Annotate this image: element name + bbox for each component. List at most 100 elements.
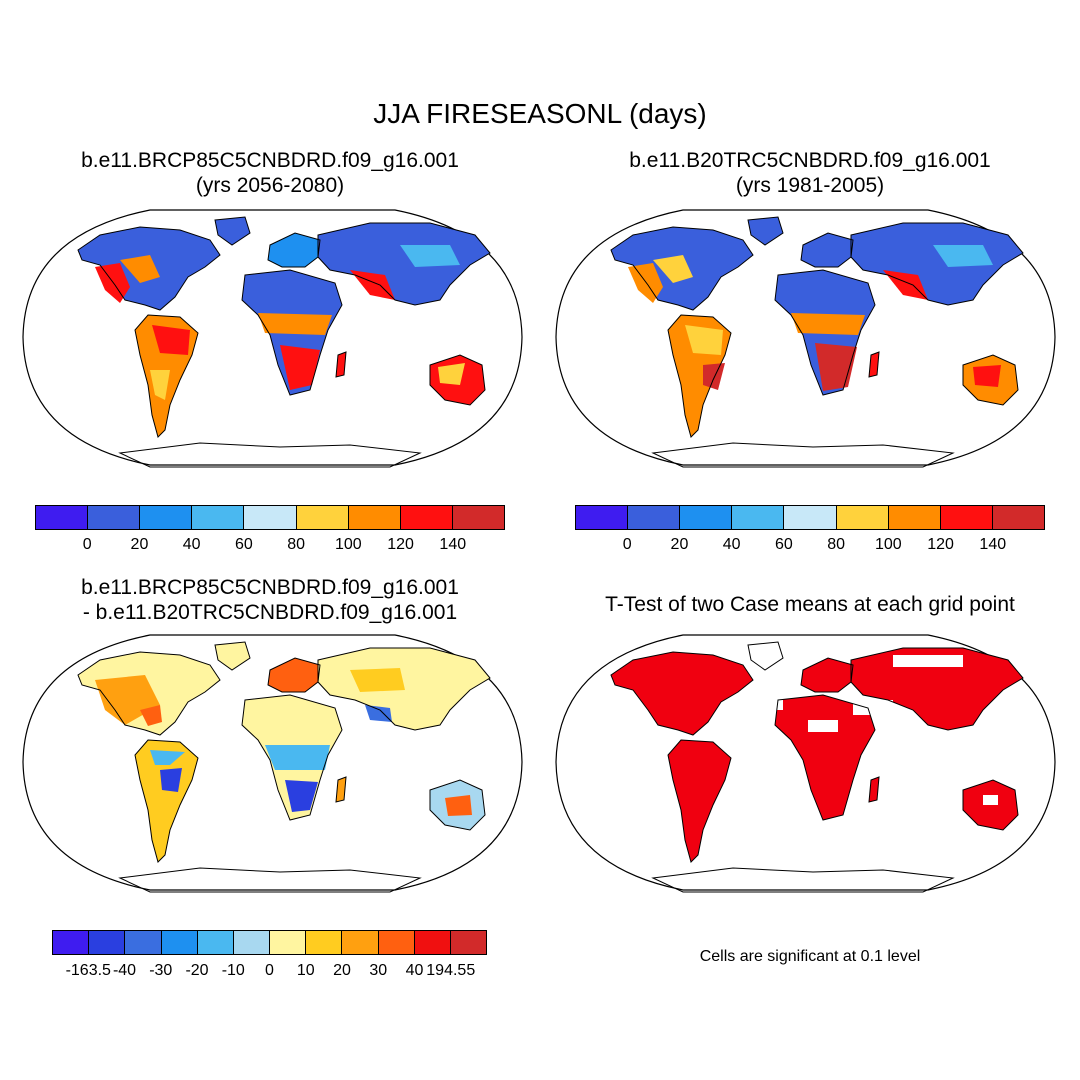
colorbar-swatch bbox=[306, 931, 343, 954]
colorbar-swatch bbox=[125, 931, 162, 954]
shaded-region bbox=[703, 363, 725, 390]
shaded-region bbox=[350, 668, 405, 692]
coastline bbox=[774, 694, 876, 821]
colorbar-tick-label: 120 bbox=[927, 536, 954, 553]
significance-note: Cells are significant at 0.1 level bbox=[699, 948, 921, 965]
panel-title-line1: T-Test of two Case means at each grid po… bbox=[605, 593, 1015, 616]
shaded-region bbox=[135, 740, 198, 862]
non-significant-region bbox=[753, 700, 783, 710]
panel-title-line2: - b.e11.B20TRC5CNBDRD.f09_g16.001 bbox=[82, 601, 458, 624]
panel-title-line1: b.e11.BRCP85C5CNBDRD.f09_g16.001 bbox=[81, 149, 459, 172]
colorbar-historical-labels: 0 20 40 60 80 100 120 140 bbox=[575, 536, 1045, 556]
colorbar-swatch bbox=[88, 506, 141, 529]
shaded-region bbox=[336, 352, 346, 377]
colorbar-tick-label: -10 bbox=[221, 962, 245, 979]
colorbar-tick-label: 40 bbox=[722, 536, 741, 553]
colorbar-swatch bbox=[680, 506, 733, 529]
colorbar-swatch bbox=[836, 506, 889, 529]
colorbar-swatch bbox=[233, 931, 271, 954]
significant-region bbox=[668, 740, 731, 862]
coastline bbox=[747, 641, 784, 671]
coastline bbox=[747, 216, 784, 246]
coastline bbox=[610, 651, 754, 736]
colorbar-swatch bbox=[197, 931, 234, 954]
shaded-region bbox=[851, 223, 1023, 305]
coastline bbox=[134, 314, 199, 438]
colorbar-tick-label: 140 bbox=[979, 536, 1007, 553]
colorbar-tick-label: 30 bbox=[369, 962, 388, 979]
shaded-region bbox=[285, 780, 318, 812]
shaded-region bbox=[365, 705, 392, 722]
colorbar-tick-label: -163.5 bbox=[65, 962, 111, 979]
colorbar-tick-label: 194.55 bbox=[426, 962, 476, 979]
colorbar-tick-label: 80 bbox=[287, 536, 306, 553]
colorbar-swatch bbox=[140, 506, 193, 529]
shaded-region bbox=[215, 642, 250, 670]
shaded-region bbox=[653, 255, 693, 283]
shaded-region bbox=[933, 245, 993, 267]
shaded-region bbox=[973, 365, 1001, 387]
colorbar-difference-labels: -163.5 -40 -30 -20 -10 0 10 20 30 40 194.55 bbox=[52, 962, 487, 982]
non-significant-region bbox=[983, 795, 998, 805]
shaded-region bbox=[160, 768, 182, 792]
shaded-region bbox=[150, 370, 170, 400]
coastline bbox=[667, 314, 732, 438]
shaded-region bbox=[748, 217, 783, 245]
shaded-region bbox=[215, 217, 250, 245]
shaded-region bbox=[318, 223, 490, 305]
coastline bbox=[850, 647, 1024, 731]
coastline bbox=[429, 354, 486, 406]
non-significant-region bbox=[808, 720, 838, 732]
colorbar-tick-label: -20 bbox=[185, 962, 209, 979]
coastline bbox=[774, 269, 876, 396]
non-significant-region bbox=[893, 655, 963, 667]
colorbar-historical bbox=[575, 505, 1045, 530]
coastline bbox=[610, 226, 754, 311]
colorbar-swatch bbox=[576, 506, 629, 529]
coastline bbox=[118, 442, 422, 468]
colorbar-swatch bbox=[888, 506, 941, 529]
colorbar-tick-label: 20 bbox=[130, 536, 149, 553]
significant-region bbox=[801, 658, 853, 692]
colorbar-swatch bbox=[348, 506, 401, 529]
colorbar-tick-label: 120 bbox=[387, 536, 414, 553]
coastline bbox=[335, 776, 347, 803]
significant-region bbox=[851, 648, 1023, 730]
colorbar-swatch bbox=[784, 506, 837, 529]
coastline bbox=[267, 657, 321, 693]
colorbar-swatch bbox=[161, 931, 198, 954]
shaded-region bbox=[400, 245, 460, 267]
colorbar-swatch bbox=[732, 506, 785, 529]
colorbar-swatch bbox=[53, 931, 90, 954]
coastline bbox=[651, 867, 955, 893]
coastline bbox=[850, 222, 1024, 306]
coastline bbox=[868, 776, 880, 803]
coastline bbox=[77, 651, 221, 736]
colorbar-swatch bbox=[414, 931, 451, 954]
coastline bbox=[267, 232, 321, 268]
shaded-region bbox=[152, 325, 190, 355]
colorbar-tick-label: 40 bbox=[182, 536, 201, 553]
coastline bbox=[651, 442, 955, 468]
colorbar-tick-label: 0 bbox=[265, 962, 274, 979]
panel-title-difference: b.e11.BRCP85C5CNBDRD.f09_g16.001 - b.e11… bbox=[20, 575, 520, 625]
shaded-region bbox=[628, 263, 663, 303]
colorbar-difference bbox=[52, 930, 487, 955]
shaded-region bbox=[336, 777, 346, 802]
coastline bbox=[118, 867, 422, 893]
coastline bbox=[214, 641, 251, 671]
colorbar-tick-label: 10 bbox=[296, 962, 315, 979]
colorbar-tick-label: 20 bbox=[333, 962, 351, 979]
colorbar-tick-label: 100 bbox=[874, 536, 902, 553]
shaded-region bbox=[791, 313, 865, 335]
colorbar-future bbox=[35, 505, 505, 530]
significant-region bbox=[611, 652, 753, 735]
coastline bbox=[134, 739, 199, 863]
map-future bbox=[22, 209, 523, 468]
panel-title-future: b.e11.BRCP85C5CNBDRD.f09_g16.001 (yrs 20… bbox=[20, 148, 520, 198]
panel-title-historical: b.e11.B20TRC5CNBDRD.f09_g16.001 (yrs 198… bbox=[560, 148, 1060, 198]
map-difference bbox=[22, 634, 523, 893]
coastline bbox=[317, 222, 491, 306]
coastline bbox=[214, 216, 251, 246]
colorbar-future-labels: 0 20 40 60 80 100 120 140 bbox=[35, 536, 505, 556]
